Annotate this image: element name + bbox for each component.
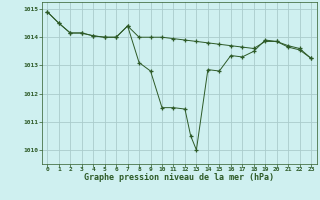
X-axis label: Graphe pression niveau de la mer (hPa): Graphe pression niveau de la mer (hPa): [84, 173, 274, 182]
